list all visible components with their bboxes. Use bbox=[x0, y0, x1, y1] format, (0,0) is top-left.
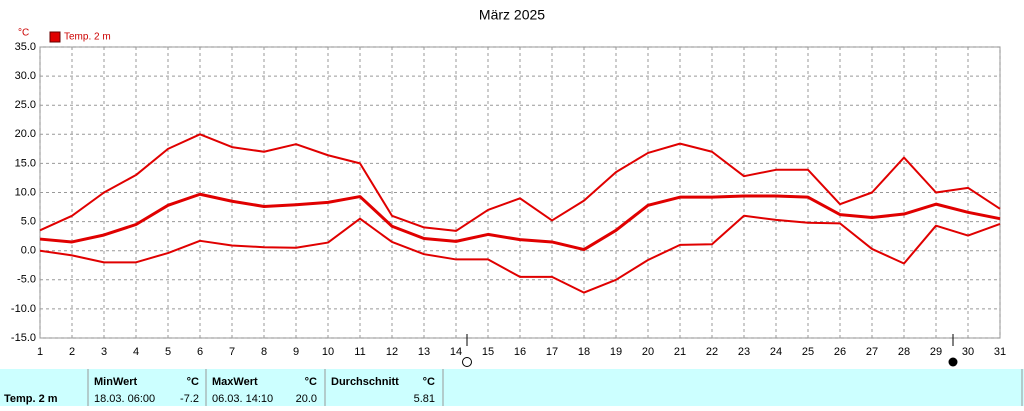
y-tick-label: -15.0 bbox=[11, 332, 36, 344]
series-line bbox=[39, 133, 1001, 232]
unit: °C bbox=[305, 376, 317, 388]
chart-title: März 2025 bbox=[479, 7, 545, 23]
moon-icon bbox=[948, 357, 958, 367]
x-tick-label: 3 bbox=[101, 346, 107, 358]
x-tick-label: 13 bbox=[418, 346, 430, 358]
x-tick-label: 7 bbox=[229, 346, 235, 358]
y-tick-label: 0.0 bbox=[21, 245, 36, 257]
y-unit: °C bbox=[18, 28, 29, 39]
legend-swatch bbox=[49, 31, 61, 43]
row-label: Temp. 2 m bbox=[4, 393, 58, 405]
x-tick-label: 19 bbox=[610, 346, 622, 358]
y-tick-label: 25.0 bbox=[15, 99, 36, 111]
x-tick-label: 1 bbox=[37, 346, 43, 358]
x-tick-label: 31 bbox=[994, 346, 1006, 358]
x-tick-label: 4 bbox=[133, 346, 139, 358]
table-lines bbox=[87, 369, 1023, 406]
stats-strip bbox=[0, 369, 1024, 406]
y-tick-label: 5.0 bbox=[21, 216, 36, 228]
unit: °C bbox=[187, 376, 199, 388]
col-header: MaxWert bbox=[212, 376, 258, 388]
series-line bbox=[39, 192, 1001, 252]
y-tick-label: -10.0 bbox=[11, 303, 36, 315]
x-tick-label: 17 bbox=[546, 346, 558, 358]
x-tick-label: 26 bbox=[834, 346, 846, 358]
value: -7.2 bbox=[180, 393, 199, 405]
x-tick-label: 24 bbox=[770, 346, 782, 358]
value: 20.0 bbox=[296, 393, 317, 405]
col-header: Durchschnitt bbox=[331, 376, 399, 388]
x-tick-label: 10 bbox=[322, 346, 334, 358]
x-tick-label: 11 bbox=[354, 346, 365, 358]
x-tick-label: 22 bbox=[706, 346, 718, 358]
x-tick-label: 21 bbox=[674, 346, 686, 358]
x-tick-label: 27 bbox=[866, 346, 878, 358]
x-tick-label: 23 bbox=[738, 346, 750, 358]
x-tick-label: 16 bbox=[514, 346, 526, 358]
x-tick-label: 2 bbox=[69, 346, 75, 358]
x-tick-label: 25 bbox=[802, 346, 814, 358]
x-tick-label: 9 bbox=[293, 346, 299, 358]
x-tick-label: 18 bbox=[578, 346, 590, 358]
time: 06.03. 14:10 bbox=[212, 393, 273, 405]
y-tick-label: 20.0 bbox=[15, 128, 36, 140]
x-tick-label: 14 bbox=[450, 346, 462, 358]
x-tick-label: 30 bbox=[962, 346, 974, 358]
x-tick-label: 8 bbox=[261, 346, 267, 358]
value: 5.81 bbox=[414, 393, 435, 405]
x-tick-label: 15 bbox=[482, 346, 494, 358]
y-tick-label: 15.0 bbox=[15, 157, 36, 169]
col-header: MinWert bbox=[94, 376, 138, 388]
series-line bbox=[39, 214, 1001, 294]
y-tick-label: 10.0 bbox=[15, 186, 36, 198]
x-tick-label: 12 bbox=[386, 346, 398, 358]
x-tick-label: 28 bbox=[898, 346, 910, 358]
y-tick-label: -5.0 bbox=[17, 274, 36, 286]
legend-label: Temp. 2 m bbox=[64, 32, 111, 43]
y-tick-label: 30.0 bbox=[15, 70, 36, 82]
x-tick-label: 29 bbox=[930, 346, 942, 358]
moon-icon bbox=[462, 357, 472, 367]
x-tick-label: 20 bbox=[642, 346, 654, 358]
y-tick-label: 35.0 bbox=[15, 41, 36, 53]
time: 18.03. 06:00 bbox=[94, 393, 155, 405]
unit: °C bbox=[423, 376, 435, 388]
x-tick-label: 5 bbox=[165, 346, 171, 358]
x-tick-label: 6 bbox=[197, 346, 203, 358]
